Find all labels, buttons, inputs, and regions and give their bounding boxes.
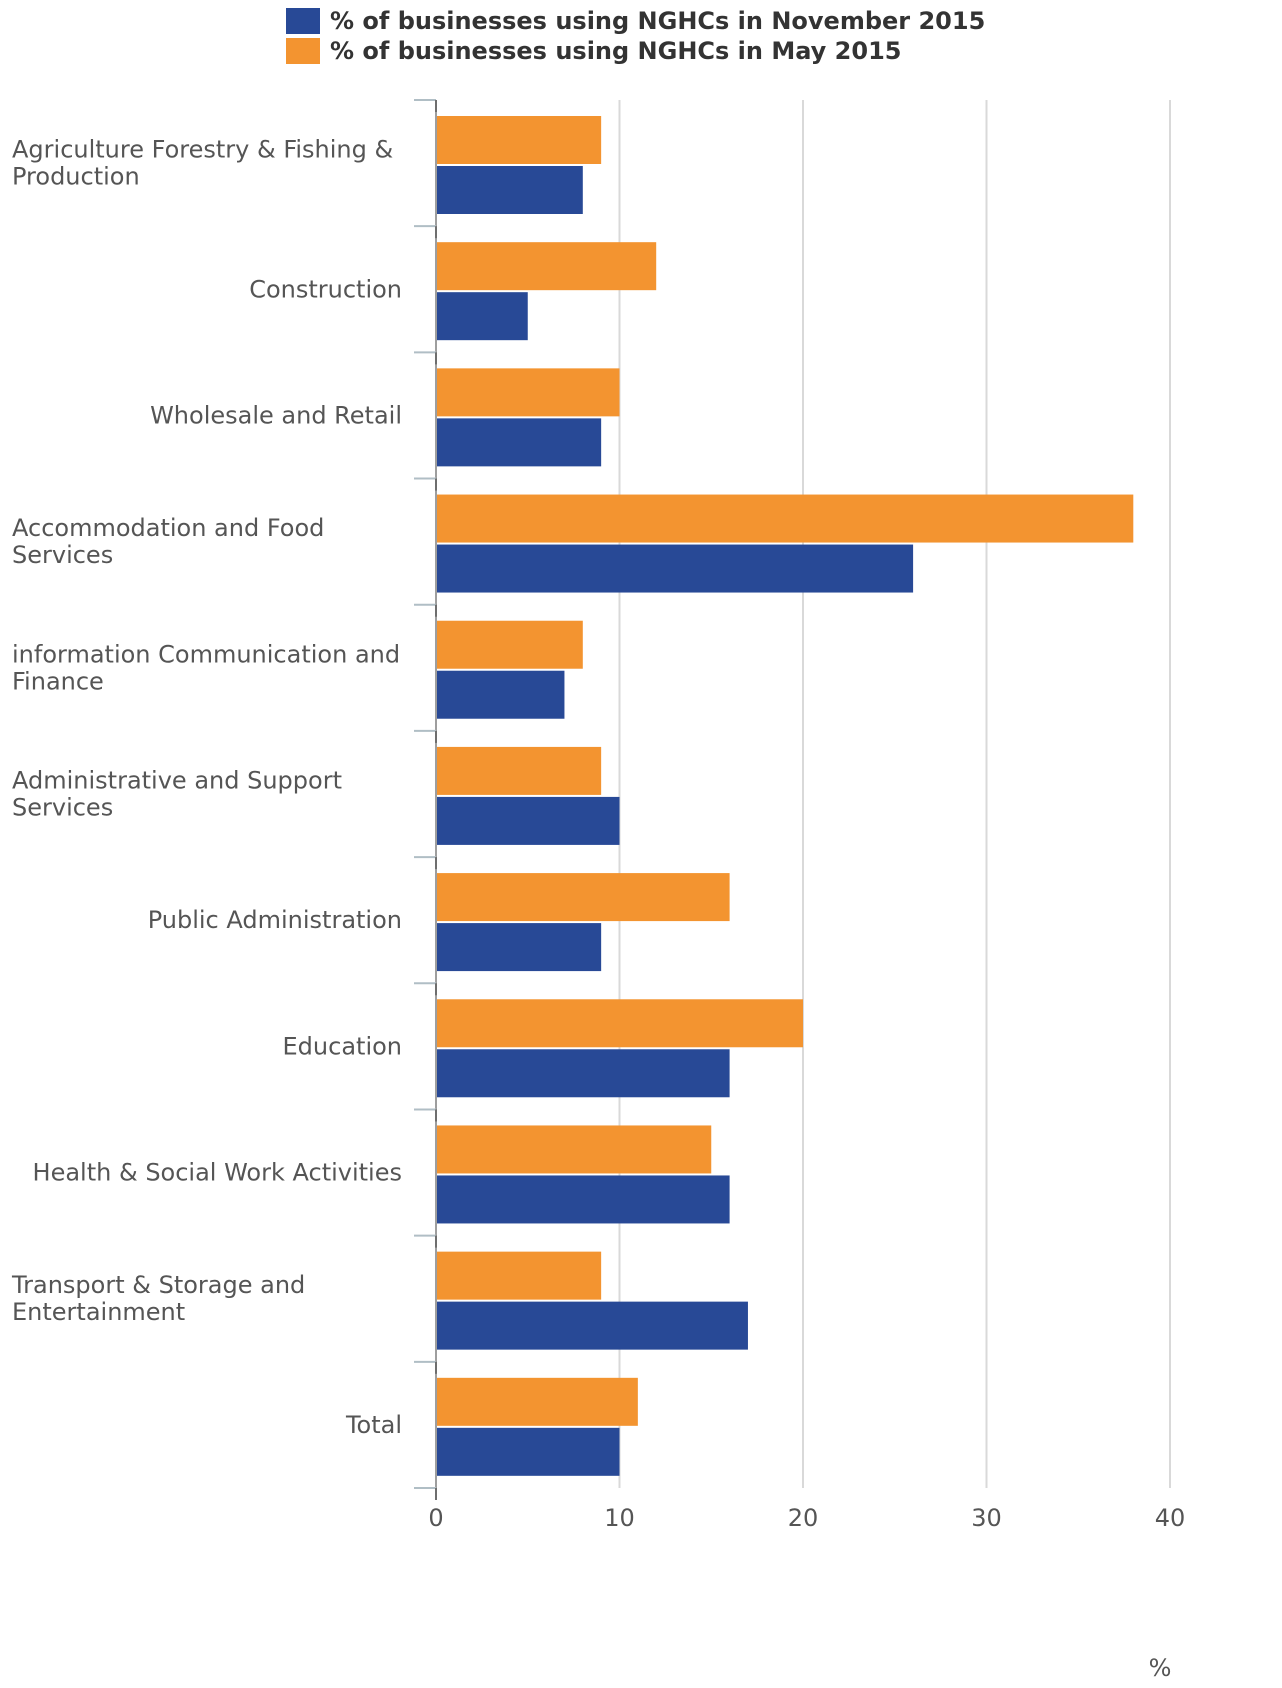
bar-may-2015-6 [436,873,730,922]
x-axis-label: % [1149,1654,1172,1682]
bar-may-2015-8 [436,1125,712,1174]
x-tick-label: 0 [428,1504,443,1532]
axis [414,99,437,1500]
x-tick-label: 10 [604,1504,635,1532]
x-tick-label: 30 [971,1504,1002,1532]
bar-may-2015-9 [436,1251,602,1300]
x-tick-label: 40 [1155,1504,1186,1532]
category-label: Public Administration [148,906,402,934]
bar-may-2015-10 [436,1377,638,1426]
category-labels: Agriculture Forestry & Fishing &Producti… [11,136,402,1439]
bar-may-2015-2 [436,368,620,417]
category-label: Total [345,1411,402,1439]
category-label: Entertainment [12,1298,185,1326]
gridlines [618,100,1171,1488]
bar-nov-2015-6 [436,923,602,972]
bar-nov-2015-3 [436,544,914,593]
category-label: Administrative and Support [12,767,342,795]
bar-may-2015-0 [436,116,602,164]
bar-nov-2015-7 [436,1049,730,1098]
category-label: Health & Social Work Activities [33,1159,402,1187]
tick-labels: 0 10 20 30 40% [428,1504,1185,1682]
category-label: Wholesale and Retail [150,401,402,429]
legend-label: % of businesses using NGHCs in November … [330,7,985,35]
category-label: Accommodation and Food [12,514,324,542]
category-label: Production [12,163,140,191]
bar-may-2015-3 [436,494,1134,543]
category-label: Construction [249,275,402,303]
bars [436,116,1134,1476]
bar-nov-2015-1 [436,292,528,341]
category-label: Services [12,794,113,822]
bar-may-2015-4 [436,620,583,669]
category-label: Finance [12,667,104,695]
legend-swatch-may-2015 [286,38,320,64]
x-tick-label: 20 [788,1504,819,1532]
legend-label: % of businesses using NGHCs in May 2015 [330,37,901,65]
legend: % of businesses using NGHCs in November … [286,7,985,65]
bar-may-2015-1 [436,242,657,291]
category-label: Education [283,1032,402,1060]
bar-may-2015-5 [436,746,602,795]
bar-nov-2015-10 [436,1427,620,1476]
bar-may-2015-7 [436,999,803,1048]
bar-nov-2015-0 [436,166,583,214]
category-label: Agriculture Forestry & Fishing & [12,136,393,164]
legend-swatch-nov-2015 [286,8,320,34]
bar-nov-2015-9 [436,1301,748,1350]
bar-nov-2015-4 [436,670,565,719]
bar-nov-2015-2 [436,418,602,467]
bar-nov-2015-8 [436,1175,730,1224]
category-label: Services [12,541,113,569]
category-label: Transport & Storage and [11,1271,305,1299]
category-label: information Communication and [12,640,400,668]
bar-nov-2015-5 [436,796,620,845]
